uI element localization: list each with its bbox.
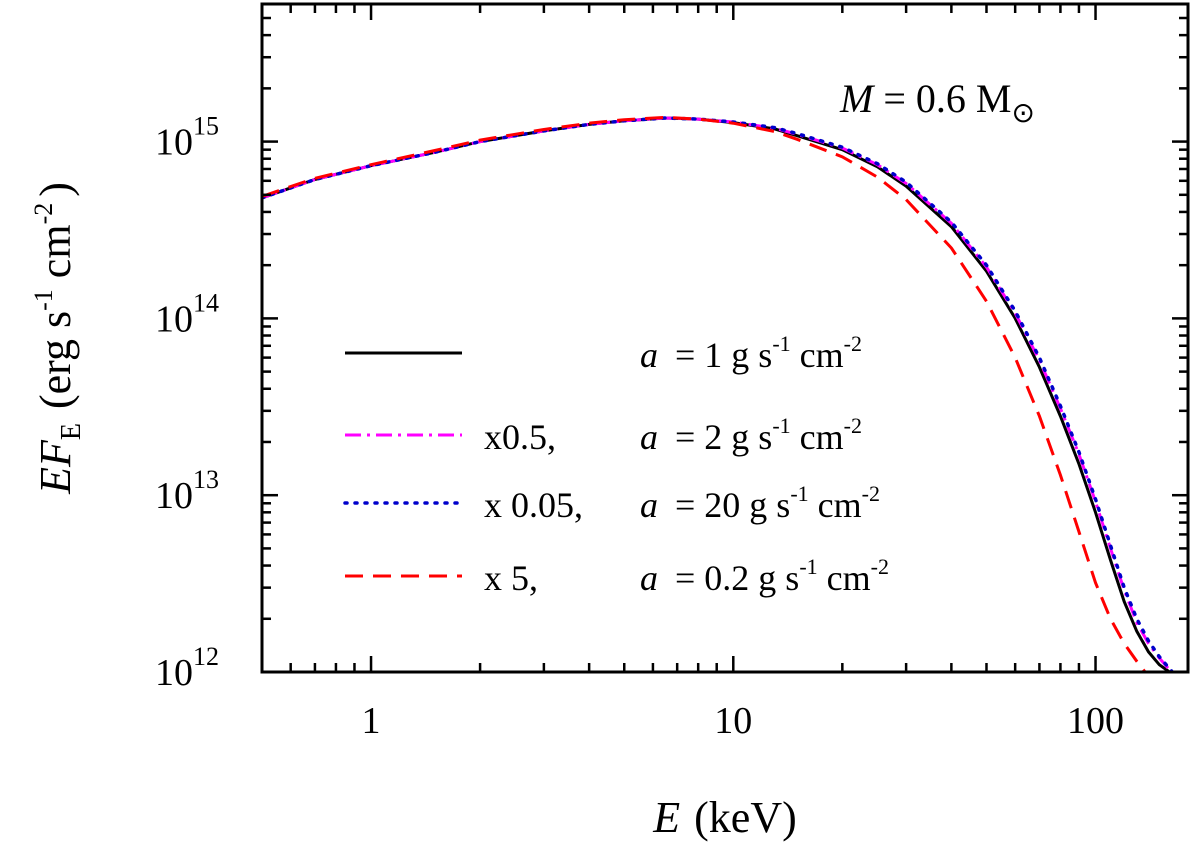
x-tick-label-0: 1 [362, 700, 381, 742]
x-axis-label: E (keV) [652, 793, 797, 842]
legend-label-0: a = 1 g s-1 cm-2 [640, 331, 862, 375]
y-tick-label-3: 1015 [155, 112, 219, 164]
x-tick-label-2: 100 [1067, 700, 1124, 742]
legend-scale-1: x0.5, [484, 417, 556, 457]
series-layer [262, 115, 1175, 672]
y-tick-label-0: 1012 [155, 642, 219, 694]
y-tick-labels: 1012 1013 1014 1015 [155, 112, 219, 694]
legend-label-3: a = 0.2 g s-1 cm-2 [640, 554, 889, 598]
legend-scale-2: x 0.05, [484, 485, 583, 525]
legend: a = 1 g s-1 cm-2 x0.5, a = 2 g s-1 cm-2 x 0… [343, 331, 889, 598]
legend-label-1: a = 2 g s-1 cm-2 [640, 413, 862, 457]
x-tick-labels: 1 10 100 [362, 700, 1124, 742]
y-tick-label-2: 1014 [155, 288, 219, 340]
x-tick-label-1: 10 [714, 700, 752, 742]
legend-label-2: a = 20 g s-1 cm-2 [640, 481, 880, 525]
plot-frame [260, 2, 1190, 674]
y-axis-label: EFE(erg s-1 cm-2) [29, 182, 87, 495]
legend-scale-3: x 5, [484, 558, 538, 598]
series-line-3 [262, 115, 1147, 672]
y-tick-label-1: 1013 [155, 465, 219, 517]
mass-annotation: M = 0.6 M⊙ [839, 76, 1035, 129]
